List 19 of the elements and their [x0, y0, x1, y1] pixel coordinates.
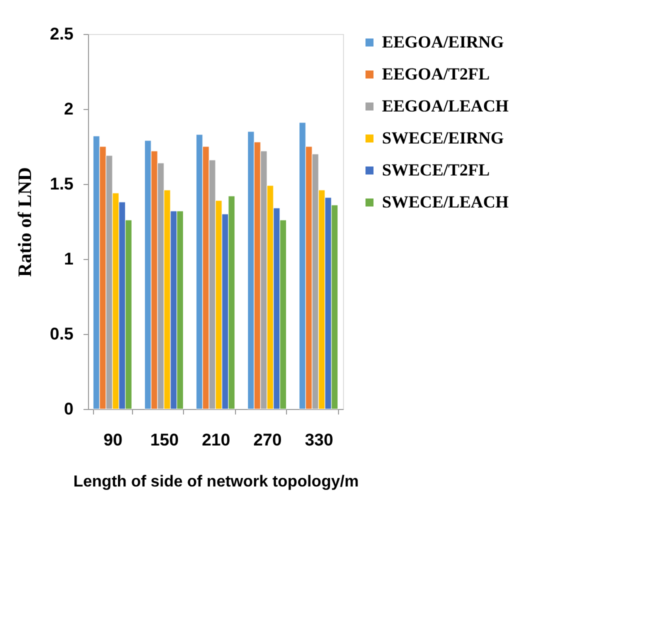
y-tick-label: 2: [64, 100, 74, 118]
x-tick-label: 270: [253, 430, 282, 450]
legend-label: EEGOA/T2FL: [382, 64, 490, 84]
y-tick-label: 2.5: [50, 24, 74, 44]
x-axis-title: Length of side of network topology/m: [73, 474, 359, 490]
x-tick-label: 90: [104, 430, 122, 450]
y-tick-label: 0.5: [50, 324, 74, 344]
legend-label: SWECE/T2FL: [382, 160, 490, 180]
y-tick-label: 1.5: [50, 174, 74, 194]
x-tick-label: 210: [202, 430, 230, 450]
legend-label: SWECE/LEACH: [382, 192, 509, 212]
legend-label: SWECE/EIRNG: [382, 128, 504, 148]
x-tick-label: 150: [150, 430, 179, 450]
y-axis-title: Ratio of LND: [14, 167, 36, 277]
x-tick-label: 330: [304, 430, 334, 450]
legend-label: EEGOA/EIRNG: [382, 32, 504, 52]
y-tick-label: 0: [64, 400, 74, 418]
y-tick-label: 1: [64, 250, 74, 268]
legend-label: EEGOA/LEACH: [382, 96, 509, 116]
